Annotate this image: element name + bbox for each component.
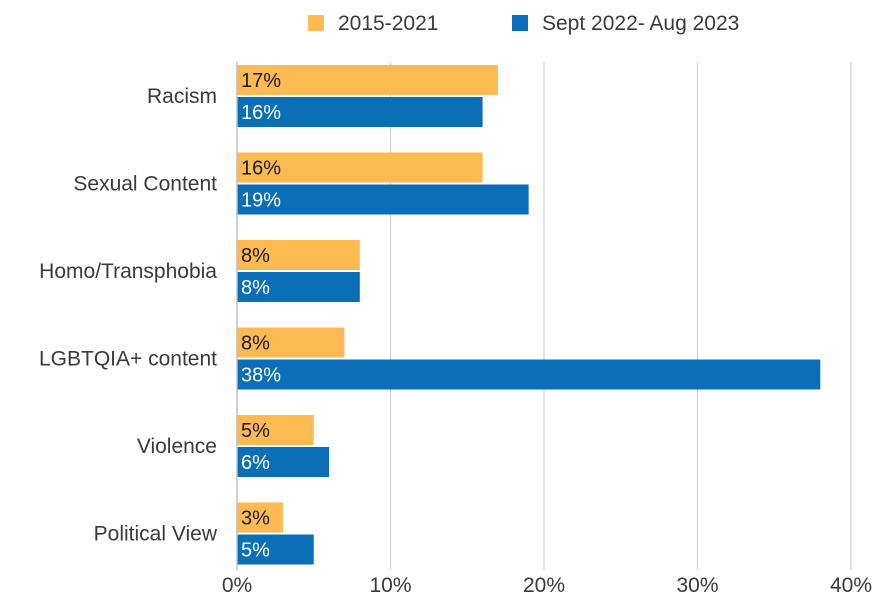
- category-label: Sexual Content: [73, 173, 217, 196]
- bars: 17% 16% 16% 19% 8% 8% 8% 38% 5% 6% 3% 5%: [237, 65, 821, 565]
- bar: [237, 502, 284, 533]
- bar: [237, 97, 483, 127]
- bar: [237, 359, 821, 390]
- data-label: 16%: [241, 102, 281, 124]
- data-label: 8%: [241, 333, 270, 355]
- gridlines: [389, 62, 852, 570]
- legend-label: Sept 2022- Aug 2023: [542, 12, 739, 35]
- bar: [237, 184, 529, 215]
- data-label: 5%: [241, 540, 270, 562]
- category-label: Violence: [137, 435, 217, 458]
- x-tick-label: 30%: [676, 574, 718, 597]
- bar: [237, 415, 314, 445]
- legend: 2015-2021 Sept 2022- Aug 2023: [308, 12, 739, 35]
- legend-swatch: [512, 15, 528, 31]
- bar: [237, 240, 360, 270]
- bar: [237, 272, 360, 302]
- category-label: LGBTQIA+ content: [39, 348, 217, 371]
- data-label: 8%: [241, 245, 270, 267]
- x-axis-ticks: 0% 10% 20% 30% 40%: [222, 574, 872, 597]
- legend-swatch: [308, 15, 324, 31]
- bar: [237, 65, 498, 95]
- category-label: Racism: [147, 85, 217, 108]
- category-label: Homo/Transphobia: [39, 260, 217, 283]
- data-label: 38%: [241, 365, 281, 387]
- bar: [237, 327, 345, 358]
- x-tick-label: 40%: [830, 574, 872, 597]
- category-labels: Racism Sexual Content Homo/Transphobia LGBT…: [39, 85, 218, 546]
- bar: [237, 152, 483, 183]
- bar: [237, 447, 330, 477]
- data-label: 5%: [241, 420, 270, 442]
- bar: [237, 534, 314, 565]
- data-label: 17%: [241, 70, 281, 92]
- data-label: 3%: [241, 508, 270, 530]
- data-label: 16%: [241, 158, 281, 180]
- category-label: Political View: [94, 523, 218, 546]
- x-tick-label: 10%: [369, 574, 411, 597]
- data-label: 6%: [241, 452, 270, 474]
- legend-label: 2015-2021: [338, 12, 438, 35]
- data-label: 8%: [241, 277, 270, 299]
- x-tick-label: 20%: [523, 574, 565, 597]
- x-tick-label: 0%: [222, 574, 252, 597]
- data-label: 19%: [241, 190, 281, 212]
